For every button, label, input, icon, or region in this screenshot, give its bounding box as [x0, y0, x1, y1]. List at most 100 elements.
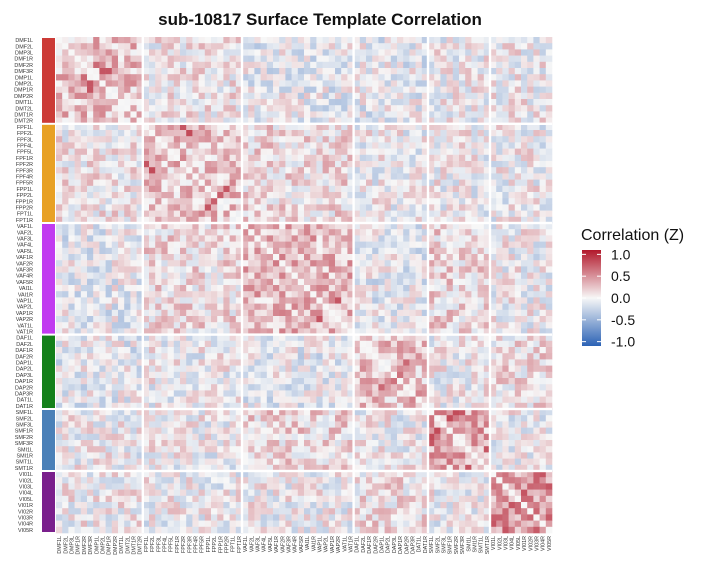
heatmap-cell	[149, 229, 156, 236]
heatmap-cell	[118, 179, 125, 187]
heatmap-cell	[341, 92, 348, 100]
heatmap-cell	[390, 117, 398, 125]
heatmap-cell	[223, 223, 230, 230]
heatmap-cell	[186, 49, 193, 56]
heatmap-cell	[335, 384, 342, 391]
heatmap-cell	[68, 37, 75, 44]
heatmap-cell	[266, 37, 274, 44]
heatmap-cell	[155, 216, 162, 224]
heatmap-cell	[496, 254, 503, 261]
heatmap-cell	[502, 378, 509, 385]
heatmap-cell	[297, 334, 305, 342]
heatmap-cell	[465, 254, 472, 261]
heatmap-cell	[118, 92, 125, 100]
heatmap-cell	[217, 309, 224, 317]
heatmap-cell	[235, 55, 243, 63]
heatmap-cell	[285, 359, 292, 366]
heatmap-cell	[87, 92, 94, 100]
heatmap-cell	[99, 396, 106, 404]
heatmap-cell	[266, 353, 274, 360]
heatmap-cell	[384, 291, 392, 298]
heatmap-cell	[390, 260, 398, 267]
heatmap-cell	[142, 272, 150, 280]
heatmap-cell	[514, 415, 522, 422]
heatmap-cell	[384, 247, 392, 255]
heatmap-cell	[322, 43, 330, 50]
heatmap-cell	[204, 241, 212, 249]
heatmap-cell	[366, 173, 373, 180]
heatmap-cell	[409, 179, 416, 187]
heatmap-cell	[297, 291, 305, 298]
heatmap-cell	[409, 415, 416, 422]
heatmap-cell	[521, 61, 528, 69]
heatmap-cell	[310, 223, 317, 230]
heatmap-cell	[477, 80, 485, 87]
heatmap-cell	[229, 179, 237, 187]
heatmap-cell	[93, 309, 100, 317]
heatmap-cell	[186, 415, 193, 422]
heatmap-cell	[545, 37, 553, 44]
heatmap-cell	[434, 266, 441, 273]
heatmap-cell	[539, 384, 547, 391]
heatmap-cell	[428, 241, 435, 249]
heatmap-cell	[372, 74, 379, 81]
heatmap-cell	[539, 37, 547, 44]
heatmap-cell	[316, 334, 323, 342]
heatmap-cell	[105, 309, 113, 317]
heatmap-cell	[99, 130, 106, 137]
heatmap-cell	[539, 148, 547, 156]
heatmap-cell	[539, 92, 547, 100]
heatmap-cell	[304, 260, 311, 267]
heatmap-cell	[180, 378, 187, 385]
heatmap-cell	[192, 210, 199, 218]
heatmap-cell	[366, 86, 373, 94]
heatmap-cell	[359, 260, 367, 267]
heatmap-cell	[142, 254, 150, 261]
heatmap-cell	[149, 266, 156, 273]
heatmap-cell	[161, 285, 168, 292]
heatmap-cell	[74, 241, 82, 249]
heatmap-cell	[465, 185, 472, 193]
heatmap-cell	[124, 142, 131, 149]
heatmap-cell	[397, 142, 404, 149]
heatmap-cell	[316, 123, 323, 131]
heatmap-cell	[477, 247, 485, 255]
heatmap-cell	[130, 80, 137, 87]
heatmap-cell	[279, 136, 286, 143]
heatmap-cell	[366, 297, 373, 304]
heatmap-cell	[304, 322, 311, 329]
heatmap-cell	[490, 130, 497, 137]
heatmap-cell	[87, 396, 94, 404]
heatmap-cell	[347, 229, 354, 236]
heatmap-cell	[378, 61, 385, 69]
heatmap-cell	[74, 173, 82, 180]
heatmap-cell	[248, 322, 255, 329]
heatmap-cell	[204, 409, 212, 416]
heatmap-cell	[291, 340, 299, 348]
heatmap-cell	[242, 111, 249, 118]
heatmap-cell	[359, 409, 367, 416]
heatmap-cell	[477, 185, 485, 193]
heatmap-cell	[211, 111, 218, 118]
heatmap-cell	[446, 415, 454, 422]
heatmap-cell	[452, 365, 460, 373]
heatmap-cell	[335, 340, 342, 348]
heatmap-cell	[384, 322, 392, 329]
heatmap-cell	[211, 74, 218, 81]
heatmap-cell	[403, 390, 410, 397]
heatmap-cell	[142, 37, 150, 44]
heatmap-cell	[310, 247, 317, 255]
heatmap-cell	[397, 328, 404, 335]
heatmap-cell	[465, 365, 472, 373]
heatmap-cell	[465, 105, 472, 112]
heatmap-cell	[291, 192, 299, 199]
heatmap-cell	[527, 148, 534, 156]
heatmap-cell	[285, 241, 292, 249]
heatmap-cell	[62, 223, 69, 230]
heatmap-cell	[328, 334, 336, 342]
heatmap-cell	[149, 198, 156, 205]
heatmap-cell	[434, 241, 441, 249]
heatmap-cell	[316, 68, 323, 75]
heatmap-cell	[87, 272, 94, 280]
heatmap-cell	[242, 105, 249, 112]
